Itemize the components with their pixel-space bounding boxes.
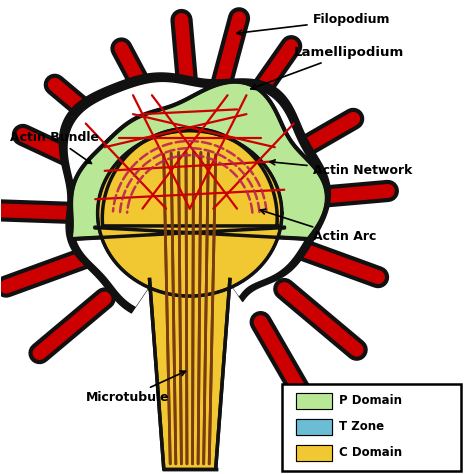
Bar	[296, 393, 331, 409]
Polygon shape	[68, 83, 320, 306]
Text: T Zone: T Zone	[338, 419, 384, 433]
Polygon shape	[102, 128, 277, 226]
Polygon shape	[71, 82, 327, 239]
Bar	[296, 393, 331, 409]
Bar	[296, 445, 331, 461]
Text: Actin Arc: Actin Arc	[260, 209, 376, 244]
Polygon shape	[98, 131, 282, 296]
Polygon shape	[98, 131, 282, 296]
Text: C Domain: C Domain	[338, 446, 402, 458]
Bar	[296, 445, 331, 461]
Polygon shape	[150, 280, 230, 469]
Text: P Domain: P Domain	[338, 393, 401, 407]
Polygon shape	[150, 280, 230, 469]
Text: Actin Bundle: Actin Bundle	[10, 131, 99, 164]
FancyBboxPatch shape	[282, 383, 462, 471]
Text: Microtubule: Microtubule	[86, 371, 185, 404]
Polygon shape	[102, 128, 277, 226]
Polygon shape	[59, 73, 330, 313]
Bar	[296, 419, 331, 435]
Text: Lamellipodium: Lamellipodium	[251, 46, 404, 90]
Text: Actin Network: Actin Network	[270, 160, 412, 177]
Text: Filopodium: Filopodium	[237, 13, 390, 35]
Bar	[296, 419, 331, 435]
Polygon shape	[71, 82, 327, 239]
